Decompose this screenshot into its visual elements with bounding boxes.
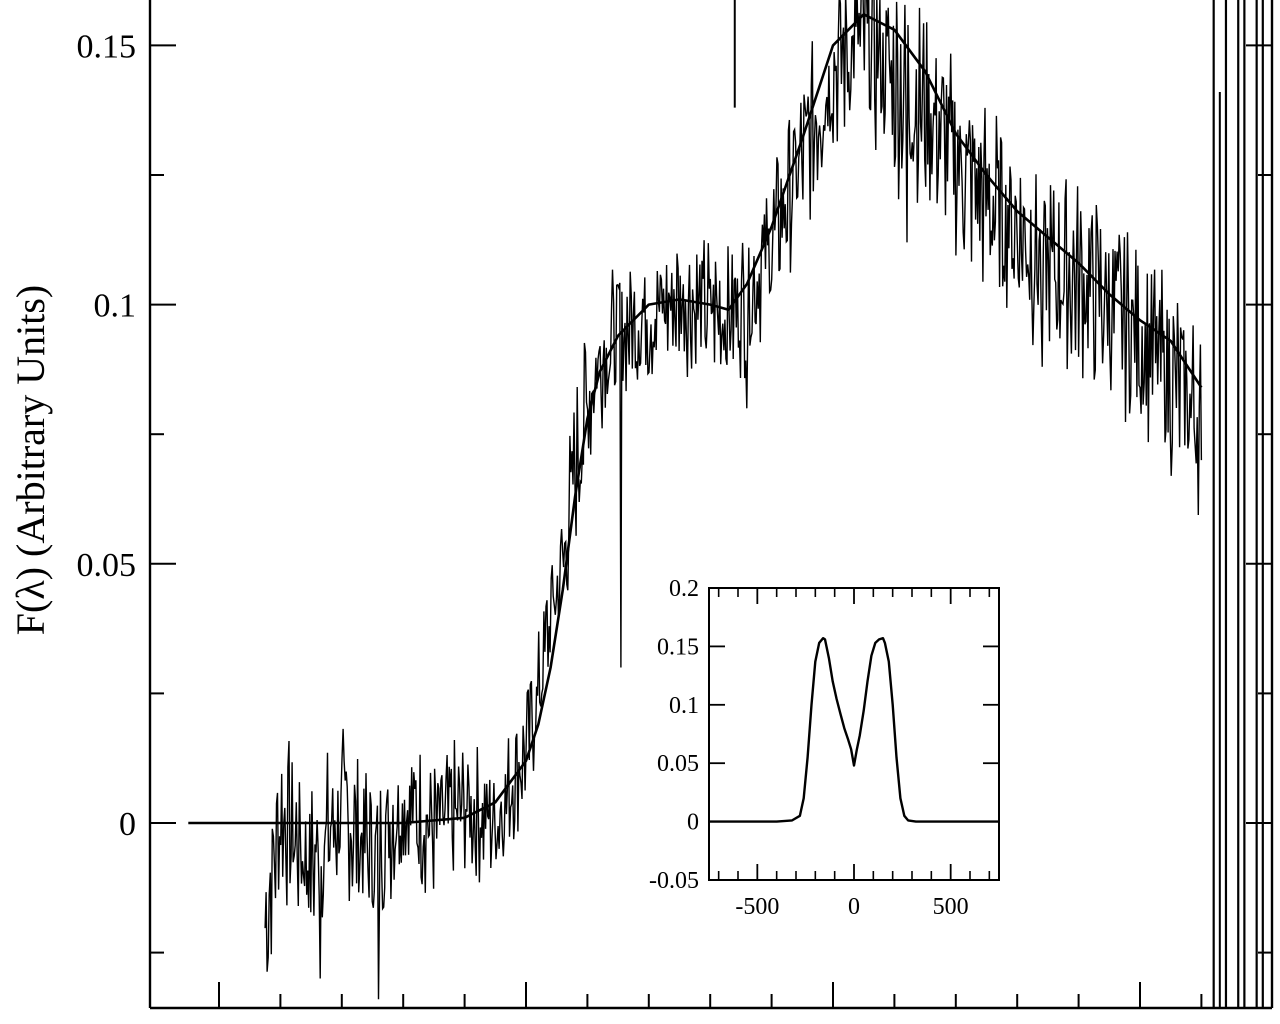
- inset-xtick-label: 500: [933, 894, 969, 920]
- inset-frame: [708, 587, 1000, 881]
- main-ytick-label: 0.05: [77, 547, 137, 584]
- inset-xtick-label: -500: [735, 894, 779, 920]
- inset-plot-area: -0.05 0 0.05 0.1 0.15 0.2 -500 0 500: [649, 576, 1000, 920]
- inset-ytick-label: 0.15: [657, 634, 699, 660]
- main-ytick-label: 0.1: [94, 288, 137, 325]
- inset-xtick-label: 0: [848, 894, 860, 920]
- inset-ytick-label: -0.05: [649, 868, 699, 894]
- main-y-axis-label: F(λ) (Arbitrary Units): [8, 285, 53, 635]
- inset-ytick-label: 0: [687, 810, 699, 836]
- main-series-smooth-fit: [188, 13, 1203, 825]
- main-series-noisy-profile: [264, 0, 1203, 1000]
- inset-ytick-label: 0.05: [657, 751, 699, 777]
- inset-ytick-label: 0.1: [669, 693, 699, 719]
- main-plot-area: 0 0.05 0.1 0.15: [77, 0, 1274, 1010]
- main-ytick-label: 0.15: [77, 28, 137, 65]
- inset-series-double-peak: [709, 637, 999, 823]
- inset-ytick-label: 0.2: [669, 576, 699, 602]
- main-ytick-label: 0: [119, 806, 136, 843]
